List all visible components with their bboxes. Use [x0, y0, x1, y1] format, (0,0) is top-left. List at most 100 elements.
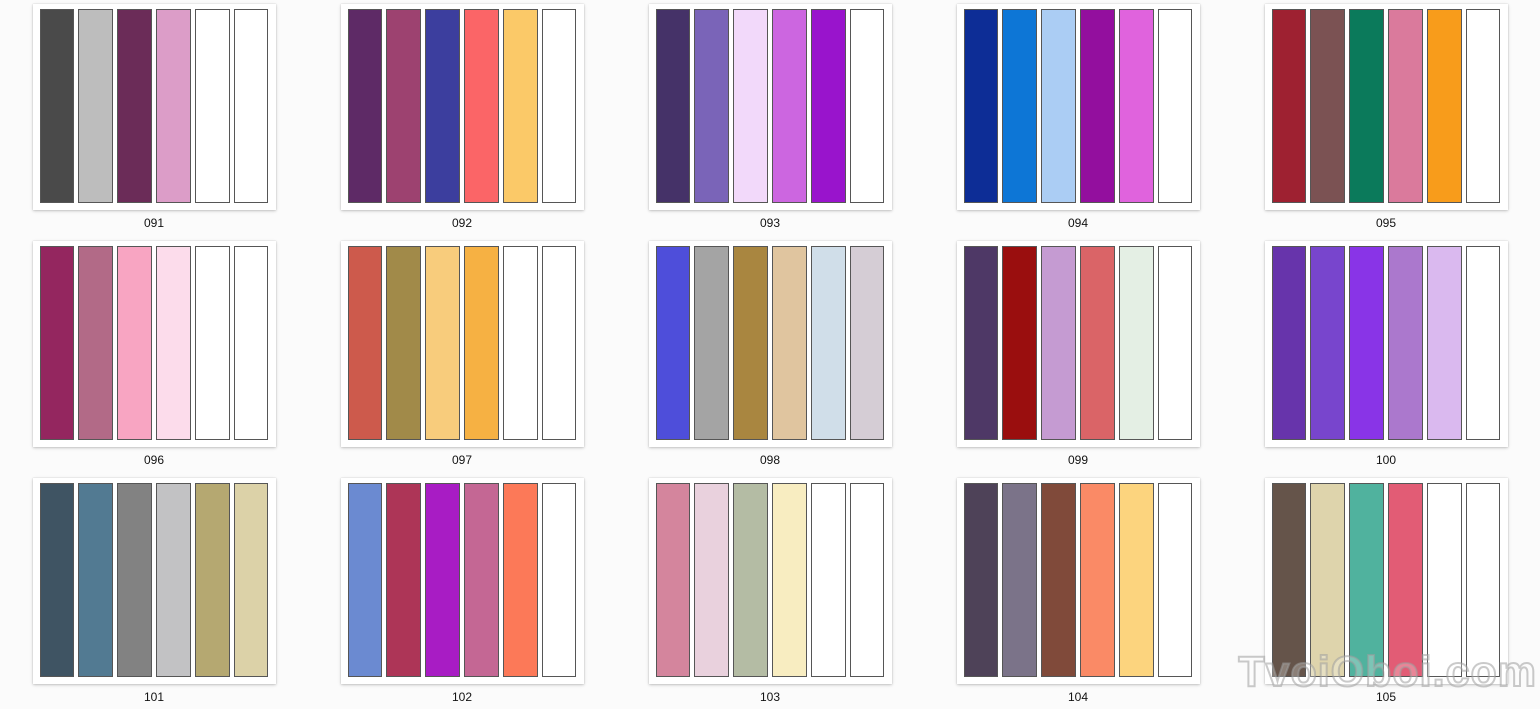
color-swatch-bar: [771, 9, 807, 203]
palette-card[interactable]: [956, 4, 1200, 210]
color-swatch-bar: [155, 246, 191, 440]
palette-card[interactable]: [32, 241, 276, 447]
palette-card[interactable]: [340, 241, 584, 447]
color-swatch-bar: [1426, 9, 1462, 203]
palette-number-label: 095: [1375, 216, 1397, 230]
color-swatch-bar: [1349, 483, 1384, 677]
color-swatch-bar: [502, 9, 538, 203]
palette-cell: 100: [1232, 237, 1540, 474]
color-swatch-bar: [1041, 246, 1076, 440]
color-swatch-bar: [849, 9, 885, 203]
color-swatch-bar: [425, 246, 460, 440]
palette-card[interactable]: [32, 4, 276, 210]
color-swatch-bar: [39, 9, 75, 203]
color-swatch-bar: [810, 9, 846, 203]
color-swatch-bar: [78, 246, 114, 440]
color-swatch-bar: [1465, 9, 1501, 203]
color-swatch-bar: [1118, 246, 1154, 440]
color-swatch-bar: [117, 9, 152, 203]
palette-number-label: 098: [759, 453, 781, 467]
color-swatch-bar: [963, 246, 999, 440]
color-swatch-bar: [194, 9, 230, 203]
color-swatch-bar: [694, 9, 730, 203]
color-swatch-bar: [233, 483, 269, 677]
color-swatch-bar: [502, 246, 538, 440]
palette-card[interactable]: [340, 4, 584, 210]
palette-cell: 096: [0, 237, 308, 474]
color-swatch-bar: [1349, 9, 1384, 203]
color-swatch-bar: [1426, 483, 1462, 677]
color-swatch-bar: [425, 9, 460, 203]
color-swatch-bar: [347, 9, 383, 203]
palette-number-label: 100: [1375, 453, 1397, 467]
palette-cell: 093: [616, 0, 924, 237]
palette-card[interactable]: [956, 478, 1200, 684]
color-swatch-bar: [386, 483, 422, 677]
color-swatch-bar: [694, 483, 730, 677]
color-swatch-bar: [425, 483, 460, 677]
color-swatch-bar: [233, 246, 269, 440]
color-swatch-bar: [502, 483, 538, 677]
palette-card[interactable]: [1264, 478, 1508, 684]
color-swatch-bar: [963, 483, 999, 677]
color-swatch-bar: [963, 9, 999, 203]
color-swatch-bar: [1041, 483, 1076, 677]
palette-cell: 091: [0, 0, 308, 237]
palette-cell: 097: [308, 237, 616, 474]
palette-cell: 092: [308, 0, 616, 237]
palette-cell: 095: [1232, 0, 1540, 237]
palette-card[interactable]: [648, 241, 892, 447]
color-swatch-bar: [78, 483, 114, 677]
color-swatch-bar: [39, 246, 75, 440]
palette-card[interactable]: [32, 478, 276, 684]
color-swatch-bar: [155, 9, 191, 203]
palette-number-label: 097: [451, 453, 473, 467]
color-swatch-bar: [1002, 246, 1038, 440]
color-swatch-bar: [541, 246, 577, 440]
color-swatch-bar: [1079, 246, 1115, 440]
color-swatch-bar: [1387, 9, 1423, 203]
color-swatch-bar: [1310, 246, 1346, 440]
color-swatch-bar: [810, 483, 846, 677]
color-swatch-bar: [463, 9, 499, 203]
color-swatch-bar: [1157, 483, 1193, 677]
palette-card[interactable]: [648, 4, 892, 210]
palette-card[interactable]: [340, 478, 584, 684]
color-swatch-bar: [733, 9, 768, 203]
palette-number-label: 101: [143, 690, 165, 704]
palette-card[interactable]: [956, 241, 1200, 447]
color-swatch-bar: [155, 483, 191, 677]
palette-cell: 105: [1232, 474, 1540, 709]
color-swatch-bar: [1157, 246, 1193, 440]
color-swatch-bar: [78, 9, 114, 203]
palette-number-label: 103: [759, 690, 781, 704]
color-swatch-bar: [386, 246, 422, 440]
palette-card[interactable]: [648, 478, 892, 684]
palette-cell: 099: [924, 237, 1232, 474]
color-swatch-bar: [694, 246, 730, 440]
color-swatch-bar: [1310, 9, 1346, 203]
color-swatch-bar: [849, 246, 885, 440]
color-swatch-bar: [194, 246, 230, 440]
color-swatch-bar: [655, 9, 691, 203]
palette-card[interactable]: [1264, 4, 1508, 210]
color-swatch-bar: [463, 246, 499, 440]
palette-cell: 101: [0, 474, 308, 709]
color-swatch-bar: [233, 9, 269, 203]
color-swatch-bar: [1349, 246, 1384, 440]
color-swatch-bar: [117, 246, 152, 440]
color-swatch-bar: [1271, 483, 1307, 677]
color-swatch-bar: [1079, 483, 1115, 677]
color-swatch-bar: [1079, 9, 1115, 203]
color-swatch-bar: [655, 246, 691, 440]
palette-number-label: 099: [1067, 453, 1089, 467]
color-swatch-bar: [733, 246, 768, 440]
color-swatch-bar: [810, 246, 846, 440]
color-swatch-bar: [347, 246, 383, 440]
palette-number-label: 092: [451, 216, 473, 230]
color-swatch-bar: [655, 483, 691, 677]
color-swatch-bar: [194, 483, 230, 677]
palette-card[interactable]: [1264, 241, 1508, 447]
